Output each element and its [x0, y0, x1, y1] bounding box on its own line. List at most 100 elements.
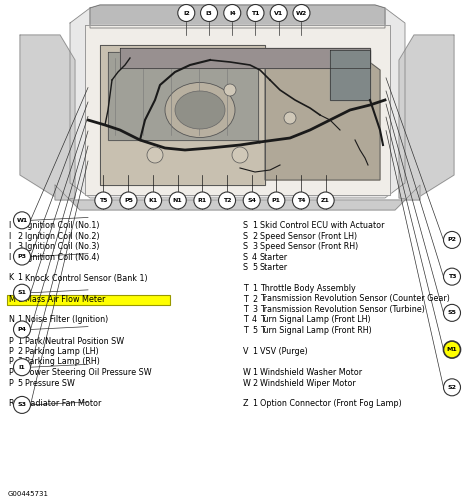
Circle shape	[13, 284, 30, 301]
Text: Windshield Wiper Motor: Windshield Wiper Motor	[260, 378, 356, 387]
Polygon shape	[330, 50, 370, 100]
Circle shape	[201, 5, 218, 22]
Text: 1: 1	[252, 347, 257, 356]
Text: Mass Air Flow Meter: Mass Air Flow Meter	[25, 294, 105, 303]
Text: P: P	[8, 368, 13, 377]
Text: I2: I2	[183, 11, 190, 16]
Text: Speed Sensor (Front LH): Speed Sensor (Front LH)	[260, 231, 357, 240]
Circle shape	[292, 192, 310, 209]
Text: T: T	[243, 284, 248, 293]
Text: P5: P5	[124, 198, 133, 203]
Circle shape	[13, 212, 30, 229]
Circle shape	[293, 5, 310, 22]
Text: 1: 1	[17, 337, 22, 346]
Text: T: T	[243, 294, 248, 303]
Circle shape	[284, 112, 296, 124]
Text: T5: T5	[99, 198, 108, 203]
Text: 5: 5	[17, 378, 22, 387]
Text: 5: 5	[252, 326, 257, 335]
Circle shape	[232, 147, 248, 163]
Text: Throttle Body Assembly: Throttle Body Assembly	[260, 284, 356, 293]
Circle shape	[224, 84, 236, 96]
Circle shape	[145, 192, 162, 209]
Text: T4: T4	[297, 198, 305, 203]
Circle shape	[178, 5, 195, 22]
Text: 1: 1	[252, 368, 257, 377]
Circle shape	[120, 192, 137, 209]
Text: S3: S3	[18, 402, 27, 407]
Text: N: N	[8, 315, 14, 324]
Text: 4: 4	[252, 315, 257, 324]
Text: S: S	[243, 221, 248, 230]
Circle shape	[13, 359, 30, 376]
Text: 3: 3	[17, 358, 22, 367]
Text: 2: 2	[252, 294, 257, 303]
Text: S5: S5	[447, 310, 456, 315]
Text: Z1: Z1	[321, 198, 330, 203]
Text: Noise Filter (Ignition): Noise Filter (Ignition)	[25, 315, 108, 324]
Circle shape	[444, 341, 461, 358]
Text: M: M	[8, 294, 15, 303]
Circle shape	[444, 268, 461, 285]
Text: 4: 4	[17, 253, 22, 262]
Text: S1: S1	[18, 290, 27, 295]
Text: Ignition Coil (No.1): Ignition Coil (No.1)	[25, 221, 100, 230]
Text: V: V	[243, 347, 248, 356]
Text: Transmission Revolution Sensor (Turbine): Transmission Revolution Sensor (Turbine)	[260, 305, 425, 314]
Text: P1: P1	[272, 198, 281, 203]
Circle shape	[444, 304, 461, 321]
Circle shape	[444, 231, 461, 248]
Text: 2: 2	[252, 231, 257, 240]
Polygon shape	[55, 185, 420, 210]
Text: S: S	[243, 242, 248, 251]
Text: I: I	[8, 253, 10, 262]
Circle shape	[224, 5, 241, 22]
Text: 3: 3	[252, 242, 257, 251]
Text: Turn Signal Lamp (Front LH): Turn Signal Lamp (Front LH)	[260, 315, 371, 324]
Text: T: T	[243, 315, 248, 324]
Text: S4: S4	[247, 198, 256, 203]
Text: S2: S2	[447, 385, 456, 390]
Text: I3: I3	[206, 11, 212, 16]
Text: 1: 1	[252, 284, 257, 293]
Circle shape	[268, 192, 285, 209]
Text: Speed Sensor (Front RH): Speed Sensor (Front RH)	[260, 242, 358, 251]
Circle shape	[247, 5, 264, 22]
Circle shape	[13, 248, 30, 265]
Text: Parking Lamp (RH): Parking Lamp (RH)	[25, 358, 100, 367]
FancyBboxPatch shape	[7, 295, 170, 305]
Text: I4: I4	[229, 11, 236, 16]
Text: 1: 1	[252, 399, 257, 408]
Circle shape	[95, 192, 112, 209]
Text: S: S	[243, 253, 248, 262]
Text: P3: P3	[18, 254, 27, 259]
Text: T1: T1	[251, 11, 260, 16]
Text: Option Connector (Front Fog Lamp): Option Connector (Front Fog Lamp)	[260, 399, 402, 408]
Text: 1: 1	[17, 399, 22, 408]
Text: 3: 3	[252, 305, 257, 314]
Text: 1: 1	[17, 315, 22, 324]
Text: Knock Control Sensor (Bank 1): Knock Control Sensor (Bank 1)	[25, 274, 147, 283]
Text: K1: K1	[148, 198, 158, 203]
Text: T: T	[243, 305, 248, 314]
Text: 3: 3	[17, 242, 22, 251]
Text: Park/Neutral Position SW: Park/Neutral Position SW	[25, 337, 124, 346]
Text: 4: 4	[17, 368, 22, 377]
Text: Z: Z	[243, 399, 248, 408]
Circle shape	[13, 396, 30, 413]
Text: Starter: Starter	[260, 253, 288, 262]
Text: N1: N1	[173, 198, 182, 203]
Text: 2: 2	[252, 378, 257, 387]
Text: T3: T3	[448, 274, 456, 279]
Text: 1: 1	[252, 221, 257, 230]
Circle shape	[194, 192, 211, 209]
Text: Ignition Coil (No.2): Ignition Coil (No.2)	[25, 231, 100, 240]
Text: P4: P4	[18, 327, 27, 332]
Polygon shape	[265, 55, 380, 180]
Text: V1: V1	[274, 11, 283, 16]
Text: Skid Control ECU with Actuator: Skid Control ECU with Actuator	[260, 221, 384, 230]
Circle shape	[13, 321, 30, 338]
Text: 2: 2	[17, 231, 22, 240]
Circle shape	[169, 192, 186, 209]
Text: Transmission Revolution Sensor (Counter Gear): Transmission Revolution Sensor (Counter …	[260, 294, 450, 303]
